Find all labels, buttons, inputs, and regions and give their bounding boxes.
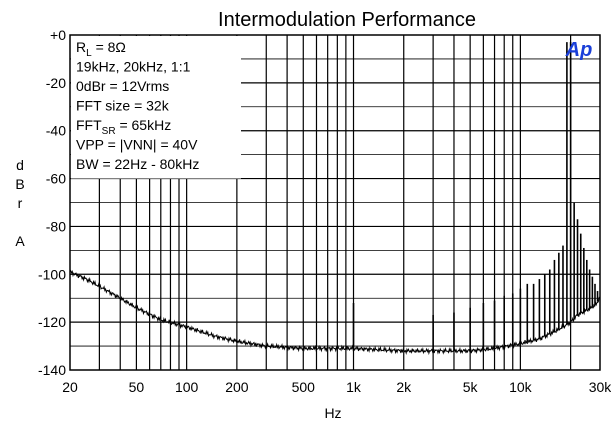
annotation-line: FFTSR = 65kHz — [76, 117, 171, 137]
y-axis-label: dBr A — [15, 157, 25, 249]
y-axis-label-letter: r — [18, 195, 23, 211]
y-tick-labels: +0 -20 -40 -60 -80 -100 -120 -140 — [38, 27, 66, 378]
y-tick-label: -120 — [38, 314, 66, 330]
plot-frame — [69, 34, 601, 371]
annotation-line: FFT size = 32k — [76, 98, 170, 114]
trace — [69, 42, 601, 356]
ap-logo: Ap — [565, 39, 593, 61]
annotation-line: 0dBr = 12Vrms — [76, 78, 169, 94]
y-tick-label: -40 — [46, 123, 66, 139]
y-tick-label: -80 — [46, 218, 66, 234]
x-tick-label: 200 — [225, 379, 249, 395]
annotation-background — [71, 36, 241, 179]
y-tick-label: -20 — [46, 75, 66, 91]
annotation-line: BW = 22Hz - 80kHz — [76, 156, 199, 172]
x-tick-label: 100 — [175, 379, 199, 395]
y-tick-label: +0 — [50, 27, 66, 43]
x-tick-label: 10k — [509, 379, 533, 395]
annotation-line: RL = 8Ω — [76, 39, 126, 59]
x-tick-label: 50 — [129, 379, 145, 395]
x-axis-label: Hz — [324, 405, 341, 421]
y-axis-label-letter: d — [16, 157, 24, 173]
y-tick-label: -140 — [38, 362, 66, 378]
x-tick-label: 2k — [396, 379, 412, 395]
x-tick-label: 5k — [463, 379, 479, 395]
x-tick-labels: 20 50 100 200 500 1k 2k 5k 10k 30k — [62, 379, 611, 395]
chart-title: Intermodulation Performance — [218, 9, 476, 31]
x-tick-label: 30k — [589, 379, 611, 395]
y-tick-label: -100 — [38, 266, 66, 282]
y-tick-label: -60 — [46, 171, 66, 187]
x-tick-label: 1k — [346, 379, 362, 395]
annotation-line: 19kHz, 20kHz, 1:1 — [76, 59, 191, 75]
y-axis-label-letter: B — [15, 176, 24, 192]
y-axis-label-letter: A — [15, 233, 25, 249]
annotation-line: VPP = |VNN| = 40V — [76, 137, 198, 153]
noise-floor-line — [69, 269, 601, 356]
x-tick-label: 20 — [62, 379, 78, 395]
x-tick-label: 500 — [292, 379, 316, 395]
